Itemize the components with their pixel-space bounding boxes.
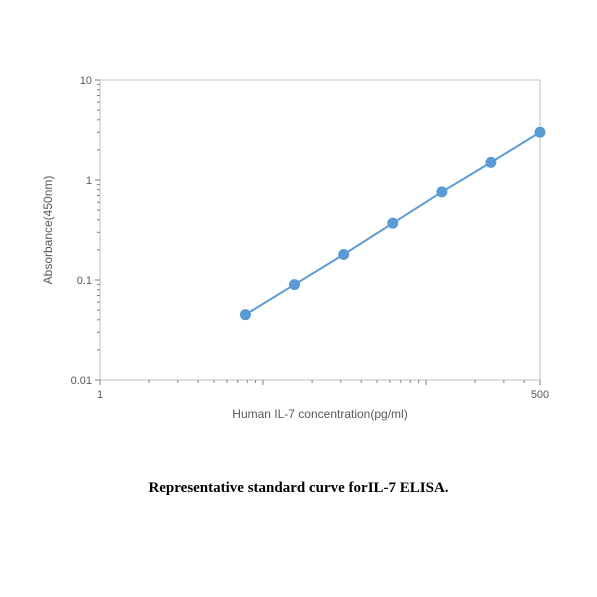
svg-text:Absorbance(450nm): Absorbance(450nm) bbox=[41, 176, 55, 285]
svg-text:10: 10 bbox=[80, 75, 92, 87]
image-container: 0.01 0.1 1 10 1 500 Human IL-7 concentration(p… bbox=[0, 0, 597, 597]
chart-area: 0.01 0.1 1 10 1 500 Human IL-7 concentration(p… bbox=[30, 60, 570, 430]
svg-text:0.1: 0.1 bbox=[77, 275, 92, 287]
svg-text:1: 1 bbox=[86, 175, 92, 187]
svg-text:500: 500 bbox=[531, 389, 549, 401]
chart-caption: Representative standard curve forIL-7 EL… bbox=[0, 480, 597, 497]
svg-text:0.01: 0.01 bbox=[71, 375, 92, 387]
svg-text:Human IL-7 concentration(pg/ml: Human IL-7 concentration(pg/ml) bbox=[232, 407, 407, 421]
standard-curve-chart: 0.01 0.1 1 10 1 500 Human IL-7 concentration(p… bbox=[30, 60, 570, 430]
svg-text:1: 1 bbox=[97, 389, 103, 401]
